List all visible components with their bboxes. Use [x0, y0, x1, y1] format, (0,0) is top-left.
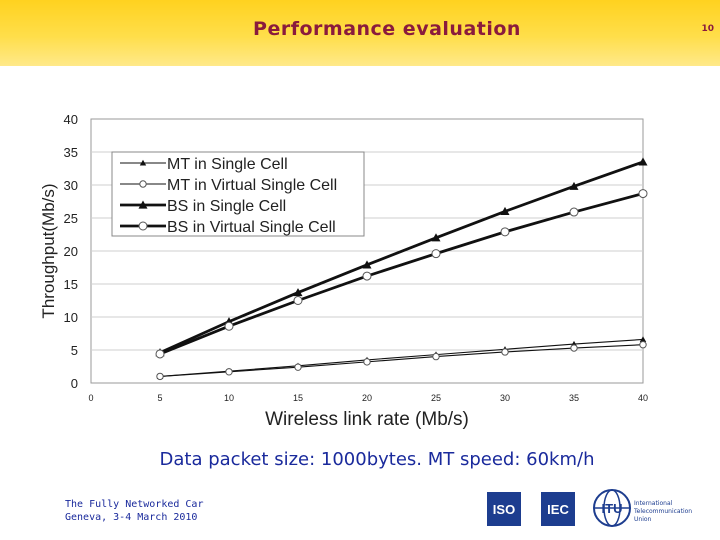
legend-marker: [139, 180, 147, 188]
data-point-series-4: [500, 227, 510, 237]
x-tick-label: 0: [88, 393, 93, 403]
x-tick-label: 35: [569, 393, 579, 403]
x-tick-label: 25: [431, 393, 441, 403]
data-point-series-3: [362, 260, 372, 269]
title-bar: [0, 0, 720, 66]
y-tick-label: 10: [64, 310, 78, 325]
data-point-series-4: [155, 349, 165, 359]
legend-label: MT in Virtual Single Cell: [167, 177, 337, 194]
data-point-series-4: [293, 296, 303, 305]
y-tick-label: 15: [64, 277, 78, 292]
itu-logo: ITU: [593, 489, 631, 527]
itu-logo-text: ITU: [602, 501, 623, 516]
legend-label: MT in Single Cell: [167, 156, 288, 173]
y-tick-label: 30: [64, 178, 78, 193]
data-point-series-3: [431, 233, 441, 242]
data-point-series-2: [363, 358, 371, 366]
y-tick-label: 40: [64, 112, 78, 127]
footer-text: The Fully Networked Car Geneva, 3-4 Marc…: [65, 498, 203, 524]
itu-name-text: International Telecommunication Union: [634, 500, 692, 524]
y-tick-label: 20: [64, 244, 78, 259]
data-point-series-4: [638, 189, 648, 199]
footer-event-date: Geneva, 3-4 March 2010: [65, 512, 198, 523]
x-tick-label: 40: [638, 393, 648, 403]
x-tick-label: 10: [224, 393, 234, 403]
x-tick-label: 15: [293, 393, 303, 403]
legend-label: BS in Virtual Single Cell: [167, 219, 336, 236]
iso-logo: ISO: [487, 492, 521, 526]
slide-title: Performance evaluation: [253, 18, 521, 40]
data-point-series-3: [293, 288, 303, 297]
data-point-series-2: [294, 363, 302, 371]
x-tick-label: 5: [157, 393, 162, 403]
series-line-3: [159, 160, 644, 354]
data-point-series-3: [569, 181, 579, 190]
legend-marker: [138, 200, 148, 209]
data-point-series-2: [432, 352, 440, 361]
itu-name-line: Telecommunication: [634, 508, 693, 515]
x-tick-label: 20: [362, 393, 372, 403]
legend-marker: [139, 159, 147, 166]
chart-caption: Data packet size: 1000bytes. MT speed: 6…: [159, 449, 595, 470]
itu-name-line: Union: [634, 516, 652, 523]
data-point-series-4: [569, 207, 579, 217]
iec-logo: IEC: [541, 492, 575, 526]
x-tick-label: 30: [500, 393, 510, 403]
x-axis-label: Wireless link rate (Mb/s): [265, 409, 469, 430]
throughput-chart: 0 5 10 15 20 25 30 35 40 0 5 10 15 20 25 30 35 40 Wireless…: [39, 112, 648, 430]
page-number: 10: [701, 24, 714, 34]
legend-box: [111, 151, 365, 237]
y-tick-label: 35: [64, 145, 78, 160]
data-point-series-4: [224, 321, 234, 331]
series-line-1: [159, 338, 644, 377]
y-tick-label: 25: [64, 211, 78, 226]
data-point-series-2: [156, 372, 164, 381]
y-axis-label: Throughput(Mb/s): [39, 183, 58, 318]
data-point-series-4: [362, 271, 372, 281]
legend-marker: [138, 221, 148, 231]
data-point-series-2: [639, 341, 647, 349]
data-point-series-2: [501, 348, 509, 356]
data-point-series-2: [225, 368, 233, 376]
data-point-series-1: [639, 336, 647, 342]
series-line-4: [159, 192, 644, 356]
data-point-series-3: [638, 157, 648, 166]
y-tick-label: 0: [71, 376, 78, 391]
data-point-series-2: [570, 344, 578, 352]
series-line-2: [159, 344, 644, 377]
y-tick-label: 5: [71, 343, 78, 358]
data-point-series-3: [500, 206, 510, 215]
data-point-series-4: [431, 249, 441, 259]
itu-name-line: International: [634, 500, 673, 507]
legend-label: BS in Single Cell: [167, 198, 286, 215]
footer-event-name: The Fully Networked Car: [65, 499, 204, 510]
